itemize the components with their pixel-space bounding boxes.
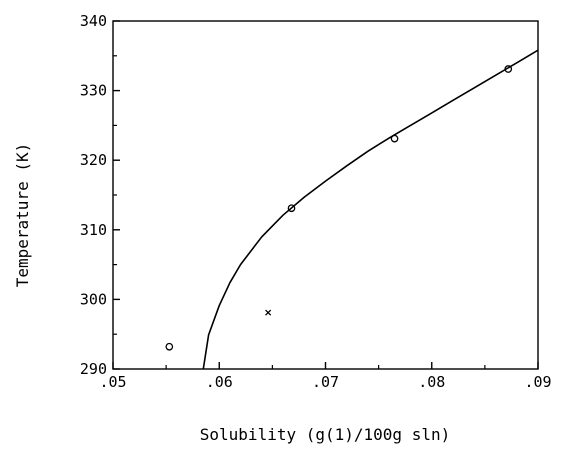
circle-data-point xyxy=(287,204,296,213)
x-axis-label: Solubility (g(1)/100g sln) xyxy=(200,425,450,444)
y-tick-label: 310 xyxy=(80,221,107,239)
cross-data-point xyxy=(265,309,272,316)
circle-data-point xyxy=(165,342,174,351)
x-tick-label: .09 xyxy=(524,373,551,391)
y-axis-ticks: 290 300 310 320 330 340 xyxy=(80,12,120,378)
y-tick-label: 290 xyxy=(80,360,107,378)
fit-curve-layer xyxy=(202,49,539,370)
fit-curve xyxy=(202,49,539,370)
circle-data-point xyxy=(504,65,513,73)
y-tick-label: 320 xyxy=(80,151,107,169)
x-tick-label: .05 xyxy=(99,373,126,391)
x-tick-label: .08 xyxy=(418,373,445,391)
y-tick-label: 330 xyxy=(80,82,107,100)
x-tick-label: .06 xyxy=(206,373,233,391)
circle-data-point xyxy=(390,134,399,143)
y-tick-label: 340 xyxy=(80,12,107,30)
data-points-layer xyxy=(165,65,513,351)
plot-frame xyxy=(112,20,539,370)
y-tick-label: 300 xyxy=(80,290,107,308)
x-tick-label: .07 xyxy=(312,373,339,391)
x-axis-ticks: .05 .06 .07 .08 .09 xyxy=(99,362,552,391)
y-axis-label: Temperature (K) xyxy=(13,143,32,288)
